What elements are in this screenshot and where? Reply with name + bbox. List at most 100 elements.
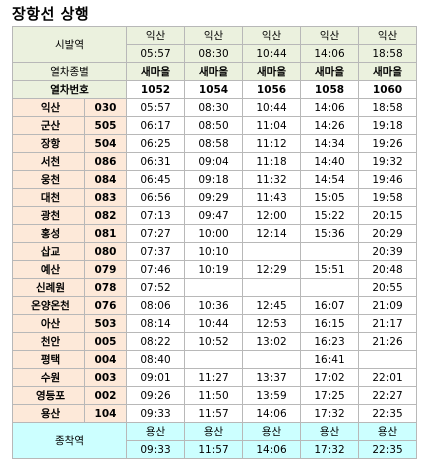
origin-station: 익산 <box>184 26 244 45</box>
time-cell: 06:45 <box>126 170 186 189</box>
station-row: 광천 082 07:13 09:47 12:00 15:22 20:15 <box>12 206 418 225</box>
time-cell: 09:26 <box>126 386 186 405</box>
destination-time: 14:06 <box>242 440 302 459</box>
time-cell: 22:27 <box>358 386 418 405</box>
time-cell <box>242 350 302 369</box>
station-code: 080 <box>83 242 128 261</box>
time-cell: 12:53 <box>242 314 302 333</box>
destination-station: 용산 <box>184 422 244 441</box>
time-cell <box>358 350 418 369</box>
time-cell: 10:36 <box>184 296 244 315</box>
time-cell: 17:32 <box>300 404 360 423</box>
origin-time-row: 05:57 08:30 10:44 14:06 18:58 <box>13 44 418 63</box>
time-cell: 15:22 <box>300 206 360 225</box>
station-name: 아산 <box>12 314 85 333</box>
destination-station: 용산 <box>242 422 302 441</box>
station-code: 076 <box>83 296 128 315</box>
station-name: 광천 <box>12 206 85 225</box>
origin-time: 18:58 <box>358 44 418 63</box>
time-cell: 07:37 <box>126 242 186 261</box>
time-cell: 06:56 <box>126 188 186 207</box>
station-row: 온양온천 076 08:06 10:36 12:45 16:07 21:09 <box>12 296 418 315</box>
time-cell: 11:12 <box>242 134 302 153</box>
time-cell: 08:22 <box>126 332 186 351</box>
station-code: 084 <box>83 170 128 189</box>
destination-row: 종착역 용산 용산 용산 용산 용산 <box>11 422 418 459</box>
time-cell: 14:26 <box>300 116 360 135</box>
origin-time: 14:06 <box>300 44 360 63</box>
station-name: 천안 <box>12 332 85 351</box>
station-code: 503 <box>83 314 128 333</box>
time-cell: 16:23 <box>300 332 360 351</box>
destination-station: 용산 <box>126 422 186 441</box>
train-number-row: 열차번호 1052 1054 1056 1058 1060 <box>11 80 418 99</box>
time-cell: 19:46 <box>358 170 418 189</box>
time-cell: 10:44 <box>242 98 302 117</box>
station-code: 003 <box>83 368 128 387</box>
time-cell: 07:52 <box>126 278 186 297</box>
time-cell: 21:26 <box>358 332 418 351</box>
time-cell: 12:45 <box>242 296 302 315</box>
time-cell: 12:00 <box>242 206 302 225</box>
arrival-label: 종착역 <box>11 422 128 459</box>
time-cell: 05:57 <box>126 98 186 117</box>
time-cell: 14:40 <box>300 152 360 171</box>
time-cell: 09:33 <box>126 404 186 423</box>
time-cell: 06:31 <box>126 152 186 171</box>
time-cell: 08:30 <box>184 98 244 117</box>
train-type: 새마을 <box>242 62 302 81</box>
time-cell: 08:14 <box>126 314 186 333</box>
time-cell: 09:47 <box>184 206 244 225</box>
origin-station: 익산 <box>358 26 418 45</box>
train-number: 1054 <box>184 80 244 99</box>
station-name: 서천 <box>12 152 85 171</box>
time-cell: 16:41 <box>300 350 360 369</box>
station-name: 익산 <box>12 98 85 117</box>
station-code: 081 <box>83 224 128 243</box>
train-type-label: 열차종별 <box>11 62 128 81</box>
station-code: 079 <box>83 260 128 279</box>
time-cell: 17:02 <box>300 368 360 387</box>
origin-station: 익산 <box>300 26 360 45</box>
train-type-row: 열차종별 새마을 새마을 새마을 새마을 새마을 <box>11 62 418 81</box>
train-number: 1056 <box>242 80 302 99</box>
station-name: 삽교 <box>12 242 85 261</box>
origin-time: 05:57 <box>126 44 186 63</box>
destination-time: 09:33 <box>126 440 186 459</box>
time-cell: 13:02 <box>242 332 302 351</box>
time-cell: 11:57 <box>184 404 244 423</box>
time-cell: 10:10 <box>184 242 244 261</box>
station-code: 004 <box>83 350 128 369</box>
train-type: 새마을 <box>358 62 418 81</box>
train-type: 새마을 <box>184 62 244 81</box>
time-cell <box>184 350 244 369</box>
time-cell: 22:01 <box>358 368 418 387</box>
train-number: 1060 <box>358 80 418 99</box>
time-cell: 09:18 <box>184 170 244 189</box>
time-cell: 19:26 <box>358 134 418 153</box>
station-row: 삽교 080 07:37 10:10 20:39 <box>12 242 418 261</box>
time-cell: 13:59 <box>242 386 302 405</box>
time-cell <box>300 242 360 261</box>
time-cell: 19:18 <box>358 116 418 135</box>
destination-station: 용산 <box>300 422 360 441</box>
destination-time: 22:35 <box>358 440 418 459</box>
station-code: 082 <box>83 206 128 225</box>
time-cell: 11:18 <box>242 152 302 171</box>
time-cell: 20:39 <box>358 242 418 261</box>
time-cell: 11:50 <box>184 386 244 405</box>
time-cell: 10:00 <box>184 224 244 243</box>
station-row: 홍성 081 07:27 10:00 12:14 15:36 20:29 <box>12 224 418 243</box>
train-type: 새마을 <box>126 62 186 81</box>
station-code: 083 <box>83 188 128 207</box>
station-row: 예산 079 07:46 10:19 12:29 15:51 20:48 <box>12 260 418 279</box>
origin-row: 시발역 익산 익산 익산 익산 익산 <box>11 26 418 63</box>
station-name: 용산 <box>12 404 85 423</box>
time-cell: 08:40 <box>126 350 186 369</box>
train-number-label: 열차번호 <box>11 80 128 99</box>
station-name: 수원 <box>12 368 85 387</box>
time-cell: 10:44 <box>184 314 244 333</box>
station-code: 505 <box>83 116 128 135</box>
station-name: 대천 <box>12 188 85 207</box>
timetable: 시발역 익산 익산 익산 익산 익산 05:57 08:30 10:44 14:… <box>11 26 418 459</box>
